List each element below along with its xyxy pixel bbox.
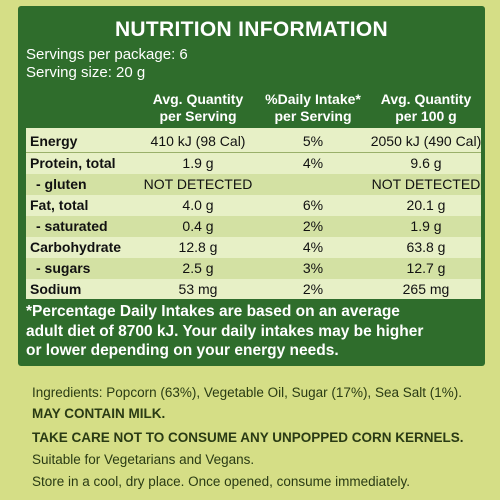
cell-daily-intake: 5% xyxy=(302,133,324,149)
ingredients-text: Ingredients: Popcorn (63%), Vegetable Oi… xyxy=(32,385,462,400)
row-divider xyxy=(26,152,481,153)
cell-per-100g: 63.8 g xyxy=(406,239,446,255)
row-label: - sugars xyxy=(36,260,91,276)
col-header-per-serving-line1: Avg. Quantity xyxy=(152,91,244,107)
cell-per-serving: 410 kJ (98 Cal) xyxy=(150,133,246,149)
col-header-daily-intake-line2: per Serving xyxy=(274,108,352,124)
storage-text: Store in a cool, dry place. Once opened,… xyxy=(32,474,410,489)
row-label: Energy xyxy=(30,133,78,149)
nutrition-table: Avg. Quantity per Serving %Daily Intake*… xyxy=(26,89,481,299)
cell-per-serving: 4.0 g xyxy=(182,197,214,213)
cell-per-serving: 0.4 g xyxy=(182,218,214,234)
row-label: Protein, total xyxy=(30,155,116,171)
cell-daily-intake: 4% xyxy=(302,155,324,171)
row-label: Fat, total xyxy=(30,197,89,213)
row-label: Sodium xyxy=(30,281,82,297)
table-row: Carbohydrate 12.8 g 4% 63.8 g xyxy=(26,237,481,258)
cell-per-serving: 2.5 g xyxy=(182,260,214,276)
cell-per-serving: NOT DETECTED xyxy=(143,176,253,192)
cell-per-100g: 265 mg xyxy=(402,281,450,297)
cell-per-100g: 12.7 g xyxy=(406,260,446,276)
cell-per-100g: NOT DETECTED xyxy=(371,176,481,192)
page-title: NUTRITION INFORMATION xyxy=(114,18,389,41)
daily-intake-footnote: *Percentage Daily Intakes are based on a… xyxy=(26,302,481,361)
allergen-warning: MAY CONTAIN MILK. xyxy=(32,406,166,421)
table-row: - gluten NOT DETECTED NOT DETECTED xyxy=(26,174,481,195)
footnote-line: adult diet of 8700 kJ. Your daily intake… xyxy=(26,322,424,340)
cell-daily-intake: 3% xyxy=(302,260,324,276)
row-label: - saturated xyxy=(36,218,108,234)
cell-daily-intake: 2% xyxy=(302,218,324,234)
servings-per-package: Servings per package: 6 xyxy=(26,46,188,63)
serving-size: Serving size: 20 g xyxy=(26,64,146,81)
footnote-line: or lower depending on your energy needs. xyxy=(26,342,339,359)
cell-daily-intake: 4% xyxy=(302,239,324,255)
cell-per-100g: 9.6 g xyxy=(410,155,442,171)
suitability-text: Suitable for Vegetarians and Vegans. xyxy=(32,452,255,467)
table-row: Protein, total 1.9 g 4% 9.6 g xyxy=(26,153,481,174)
row-label: Carbohydrate xyxy=(30,239,122,255)
cell-per-serving: 53 mg xyxy=(178,281,218,297)
col-header-per-100g-line1: Avg. Quantity xyxy=(380,91,472,107)
cell-per-100g: 2050 kJ (490 Cal) xyxy=(370,133,482,149)
table-row: Energy 410 kJ (98 Cal) 5% 2050 kJ (490 C… xyxy=(26,131,481,152)
table-row: Fat, total 4.0 g 6% 20.1 g xyxy=(26,195,481,216)
cell-daily-intake: 6% xyxy=(302,197,324,213)
kernel-warning: TAKE CARE NOT TO CONSUME ANY UNPOPPED CO… xyxy=(32,430,464,445)
col-header-per-serving: Avg. Quantity per Serving xyxy=(138,91,258,125)
cell-daily-intake: 2% xyxy=(302,281,324,297)
row-label: - gluten xyxy=(36,176,87,192)
table-row: - saturated 0.4 g 2% 1.9 g xyxy=(26,216,481,237)
col-header-per-100g-line2: per 100 g xyxy=(395,108,457,124)
nutrition-panel: NUTRITION INFORMATION Servings per packa… xyxy=(18,6,485,366)
col-header-daily-intake: %Daily Intake* per Serving xyxy=(248,91,378,125)
table-header: Avg. Quantity per Serving %Daily Intake*… xyxy=(26,89,481,128)
cell-per-serving: 1.9 g xyxy=(182,155,214,171)
table-row: Sodium 53 mg 2% 265 mg xyxy=(26,279,481,300)
table-row: - sugars 2.5 g 3% 12.7 g xyxy=(26,258,481,279)
col-header-per-serving-line2: per Serving xyxy=(159,108,237,124)
cell-per-serving: 12.8 g xyxy=(178,239,218,255)
col-header-per-100g: Avg. Quantity per 100 g xyxy=(366,91,486,125)
footnote-line: *Percentage Daily Intakes are based on a… xyxy=(26,303,400,320)
cell-per-100g: 1.9 g xyxy=(410,218,442,234)
col-header-daily-intake-line1: %Daily Intake* xyxy=(265,91,361,107)
cell-per-100g: 20.1 g xyxy=(406,197,446,213)
